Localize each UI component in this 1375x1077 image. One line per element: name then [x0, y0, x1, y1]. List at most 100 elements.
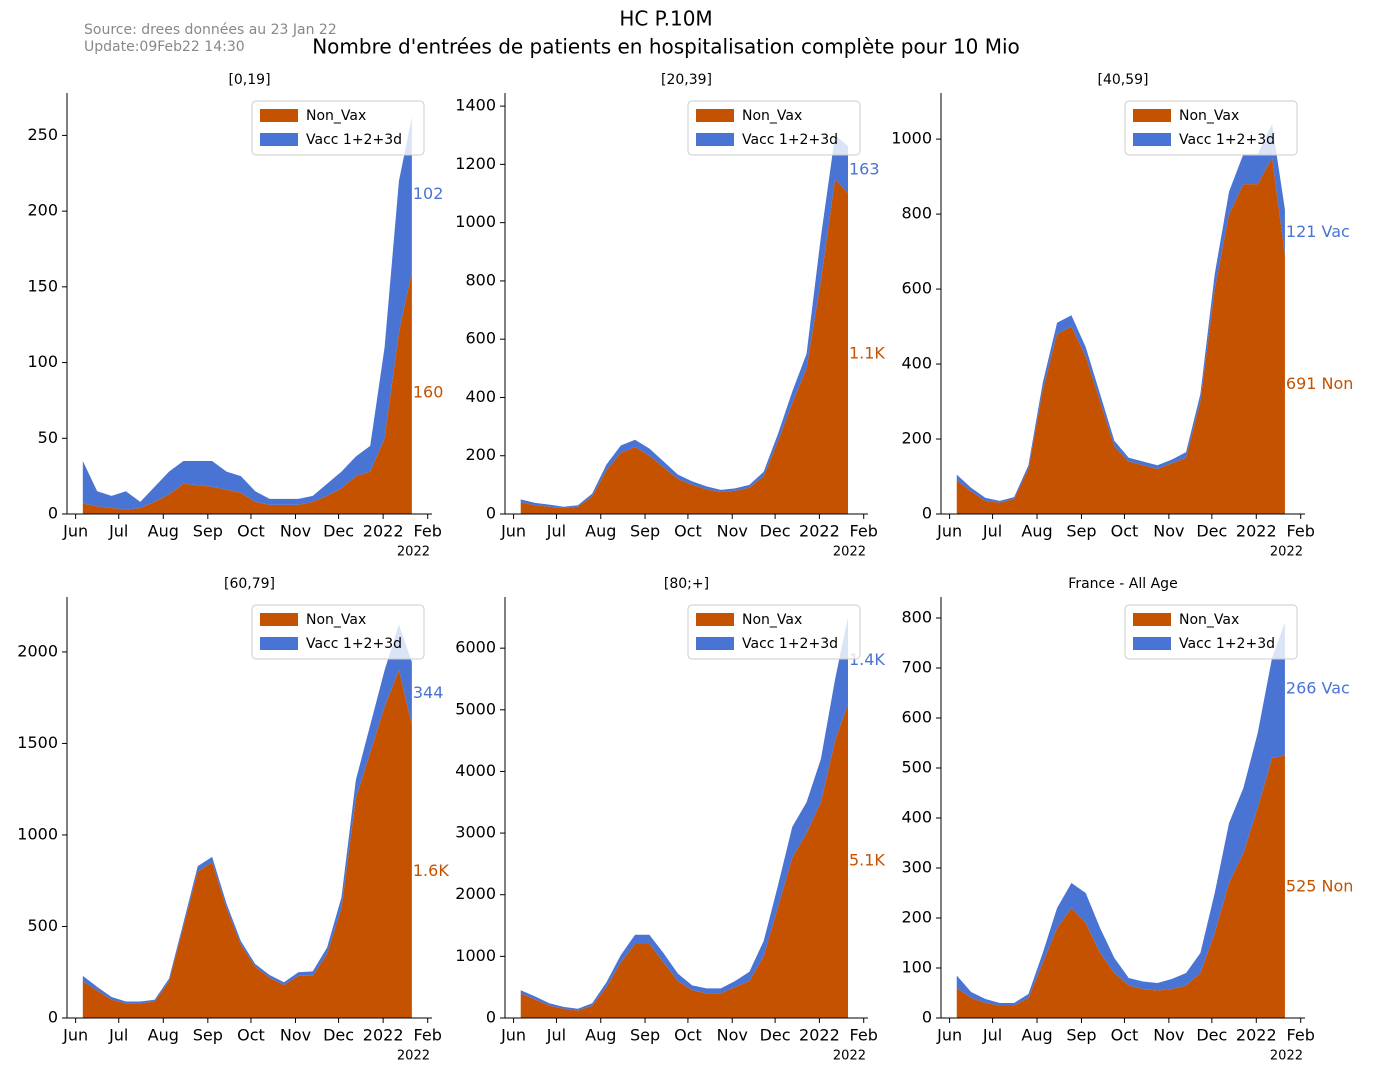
- y-tick-label: 400: [901, 354, 932, 373]
- end-label: 121 Vac: [1286, 222, 1350, 241]
- x-tick-label: Jul: [546, 522, 566, 541]
- x-tick-label: Oct: [674, 522, 702, 541]
- subplot: [0,19] 160 102 0 50 100 150 200 250 Jun Jul Aug Sep O…: [27, 72, 443, 560]
- y-tick-label: 500: [27, 916, 58, 935]
- end-label: 691 Non: [1286, 374, 1354, 393]
- y-tick-label: 5000: [455, 699, 496, 718]
- legend-swatch: [696, 637, 734, 650]
- legend-label: Non_Vax: [742, 612, 802, 628]
- x-tick-label: Jul: [982, 522, 1002, 541]
- legend-label: Non_Vax: [306, 108, 366, 124]
- x-tick-label: 2022: [799, 522, 840, 541]
- subplot: [20,39] 1.1K 163 0 200 400 600 800 1000 1200 1400 J…: [455, 72, 885, 560]
- y-tick-label: 250: [27, 125, 58, 144]
- x-tick-label: Sep: [193, 522, 223, 541]
- subplot: [40,59] 691 Non 121 Vac 0 200 400 600 800 1000 Ju…: [891, 72, 1353, 560]
- y-tick-label: 100: [27, 352, 58, 371]
- legend-swatch: [260, 613, 298, 626]
- x-tick-label: Dec: [1196, 1026, 1227, 1045]
- subplot-title: [20,39]: [661, 72, 712, 88]
- offset-label: 2022: [1270, 1049, 1303, 1064]
- legend-swatch: [696, 109, 734, 122]
- legend-swatch: [1133, 613, 1171, 626]
- offset-label: 2022: [833, 1049, 866, 1064]
- y-tick-label: 300: [901, 858, 932, 877]
- x-tick-label: Feb: [414, 522, 442, 541]
- x-tick-label: Nov: [280, 1026, 311, 1045]
- x-tick-label: Jul: [546, 1026, 566, 1045]
- x-tick-label: Aug: [585, 1026, 616, 1045]
- legend-label: Vacc 1+2+3d: [742, 636, 838, 652]
- end-label: 1.6K: [413, 861, 449, 880]
- end-label: 160: [413, 382, 444, 401]
- x-tick-label: Jul: [108, 522, 128, 541]
- x-tick-label: Aug: [148, 1026, 179, 1045]
- subtitle: Nombre d'entrées de patients en hospital…: [312, 35, 1020, 59]
- subplot: [80;+]5.1K1.4K0100020003000400050006000J…: [455, 576, 885, 1064]
- y-tick-label: 1200: [455, 154, 496, 173]
- x-tick-label: Jun: [62, 522, 88, 541]
- subplot-title: [80;+]: [664, 576, 709, 592]
- update: Update:09Feb22 14:30: [84, 39, 245, 55]
- legend-label: Non_Vax: [1179, 108, 1239, 124]
- subplot-title: France - All Age: [1068, 576, 1177, 592]
- end-label: 266 Vac: [1286, 679, 1350, 698]
- legend-label: Non_Vax: [742, 108, 802, 124]
- y-tick-label: 0: [922, 1008, 932, 1027]
- legend-swatch: [1133, 637, 1171, 650]
- end-label: 1.1K: [849, 343, 885, 362]
- y-tick-label: 400: [465, 387, 496, 406]
- x-tick-label: Dec: [323, 1026, 354, 1045]
- x-tick-label: 2022: [799, 1026, 840, 1045]
- subplot-title: [0,19]: [228, 72, 270, 88]
- end-label: 102: [413, 184, 444, 203]
- y-tick-label: 3000: [455, 823, 496, 842]
- x-tick-label: Jun: [936, 1026, 962, 1045]
- x-tick-label: 2022: [363, 1026, 404, 1045]
- x-tick-label: Dec: [760, 1026, 791, 1045]
- x-tick-label: 2022: [1236, 522, 1277, 541]
- y-tick-label: 0: [486, 504, 496, 523]
- x-tick-label: Nov: [280, 522, 311, 541]
- area: [82, 271, 412, 514]
- legend-label: Vacc 1+2+3d: [1179, 636, 1275, 652]
- y-tick-label: 200: [901, 908, 932, 927]
- y-tick-label: 150: [27, 276, 58, 295]
- x-tick-label: Nov: [717, 1026, 748, 1045]
- subplot: France - All Age 525 Non 266 Vac 0 100 200 300…: [901, 576, 1353, 1064]
- y-tick-label: 800: [465, 270, 496, 289]
- legend-swatch: [1133, 109, 1171, 122]
- x-tick-label: 2022: [1236, 1026, 1277, 1045]
- y-tick-label: 200: [901, 429, 932, 448]
- x-tick-label: Aug: [148, 522, 179, 541]
- legend-label: Vacc 1+2+3d: [742, 132, 838, 148]
- x-tick-label: Nov: [717, 522, 748, 541]
- y-tick-label: 600: [901, 279, 932, 298]
- x-tick-label: 2022: [363, 522, 404, 541]
- x-tick-label: Jul: [982, 1026, 1002, 1045]
- legend-label: Vacc 1+2+3d: [306, 132, 402, 148]
- y-tick-label: 4000: [455, 761, 496, 780]
- legend-swatch: [260, 637, 298, 650]
- y-tick-label: 1000: [455, 946, 496, 965]
- x-tick-label: Feb: [1287, 522, 1315, 541]
- y-tick-label: 800: [901, 608, 932, 627]
- y-tick-label: 6000: [455, 638, 496, 657]
- x-tick-label: Sep: [630, 522, 660, 541]
- x-tick-label: Oct: [674, 1026, 702, 1045]
- subplot-title: [60,79]: [224, 576, 275, 592]
- x-tick-label: Feb: [850, 522, 878, 541]
- y-tick-label: 700: [901, 658, 932, 677]
- x-tick-label: Jul: [108, 1026, 128, 1045]
- x-tick-label: Jun: [500, 1026, 526, 1045]
- x-tick-label: Aug: [1021, 1026, 1052, 1045]
- legend-swatch: [696, 133, 734, 146]
- end-label: 5.1K: [849, 850, 885, 869]
- area: [520, 703, 848, 1018]
- y-tick-label: 1500: [17, 733, 58, 752]
- offset-label: 2022: [1270, 545, 1303, 560]
- area: [956, 157, 1285, 514]
- area: [520, 178, 848, 514]
- legend-swatch: [260, 109, 298, 122]
- x-tick-label: Jun: [500, 522, 526, 541]
